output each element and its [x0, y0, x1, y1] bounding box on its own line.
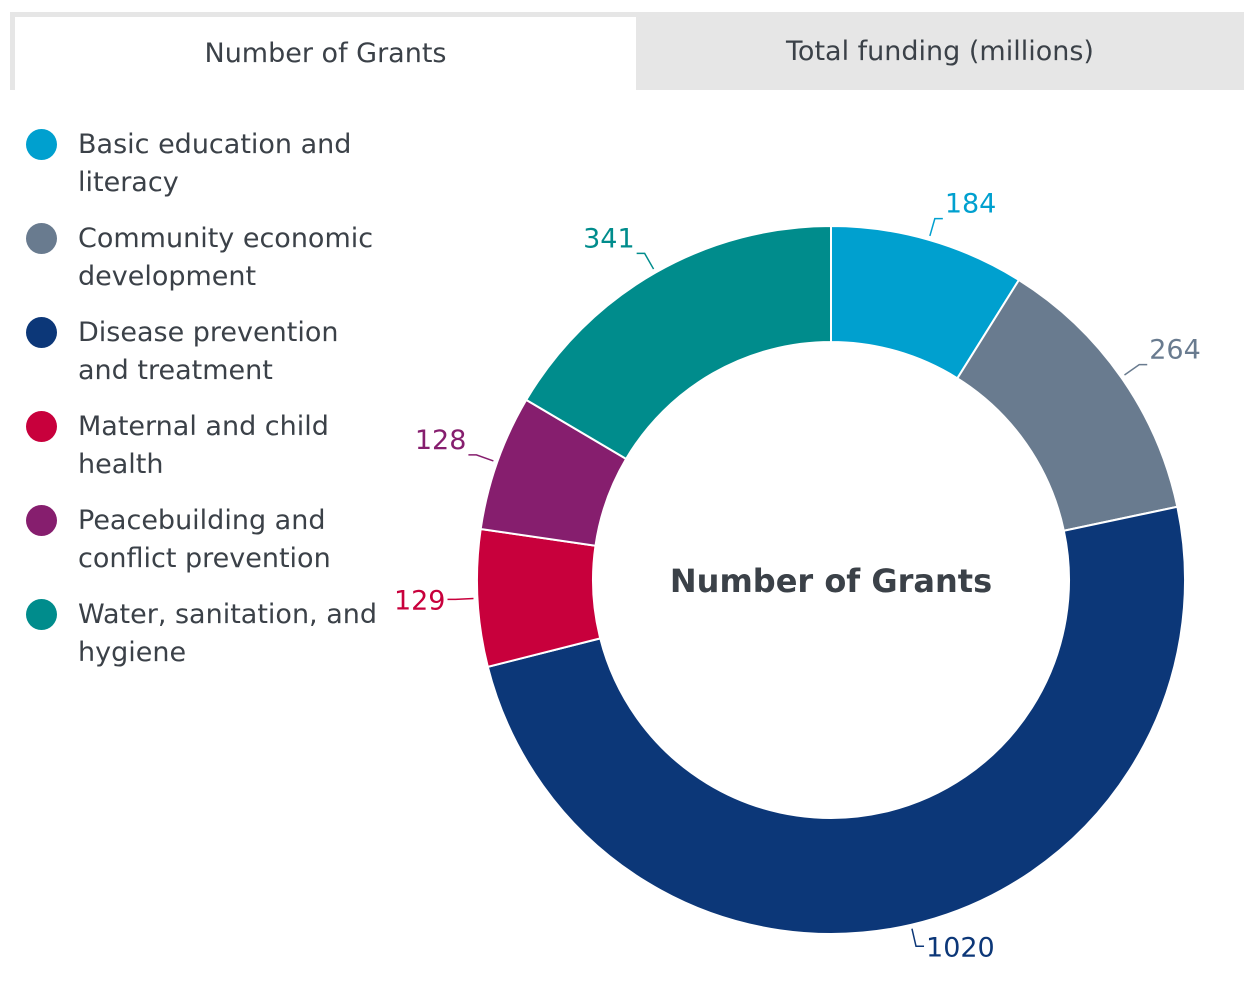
data-label-water-sanitation: 341	[583, 223, 635, 254]
legend-label: Peacebuilding and conflict prevention	[78, 505, 331, 574]
legend-dot-community-economic	[26, 223, 57, 254]
legend-item-disease-prevention[interactable]: Disease prevention and treatment	[26, 314, 396, 390]
legend-label: Disease prevention and treatment	[78, 317, 339, 386]
legend-dot-basic-education	[26, 129, 57, 160]
data-label-maternal-child: 129	[394, 585, 446, 616]
legend-dot-peacebuilding	[26, 505, 57, 536]
data-label-community-economic: 264	[1149, 335, 1201, 366]
tab-number-of-grants[interactable]: Number of Grants	[10, 12, 636, 90]
leader-line-basic-education	[929, 217, 943, 237]
donut-slice-water-sanitation[interactable]	[524, 224, 832, 461]
leader-line-community-economic	[1124, 363, 1148, 376]
legend-dot-water-sanitation	[26, 599, 57, 630]
data-label-basic-education: 184	[945, 189, 997, 220]
leader-line-water-sanitation	[636, 252, 655, 270]
leader-line-disease-prevention	[911, 928, 925, 948]
legend-dot-disease-prevention	[26, 317, 57, 348]
legend-label: Maternal and child health	[78, 411, 329, 480]
legend-item-basic-education[interactable]: Basic education and literacy	[26, 126, 396, 202]
donut-center-label: Number of Grants	[670, 562, 992, 600]
tab-total-funding[interactable]: Total funding (millions)	[636, 12, 1244, 90]
chart-legend: Basic education and literacy Community e…	[26, 126, 396, 690]
legend-dot-maternal-child	[26, 411, 57, 442]
legend-item-community-economic[interactable]: Community economic development	[26, 220, 396, 296]
tab-bar: Number of Grants Total funding (millions…	[10, 12, 1244, 90]
data-label-disease-prevention: 1020	[926, 932, 995, 963]
leader-line-maternal-child	[447, 597, 474, 601]
legend-item-water-sanitation[interactable]: Water, sanitation, and hygiene	[26, 596, 396, 672]
legend-label: Basic education and literacy	[78, 129, 352, 198]
donut-slice-disease-prevention[interactable]	[486, 505, 1187, 936]
legend-label: Water, sanitation, and hygiene	[78, 599, 378, 668]
legend-label: Community economic development	[78, 223, 374, 292]
data-label-peacebuilding: 128	[415, 425, 467, 456]
leader-line-peacebuilding	[468, 454, 494, 462]
legend-item-peacebuilding[interactable]: Peacebuilding and conflict prevention	[26, 502, 396, 578]
legend-item-maternal-child[interactable]: Maternal and child health	[26, 408, 396, 484]
